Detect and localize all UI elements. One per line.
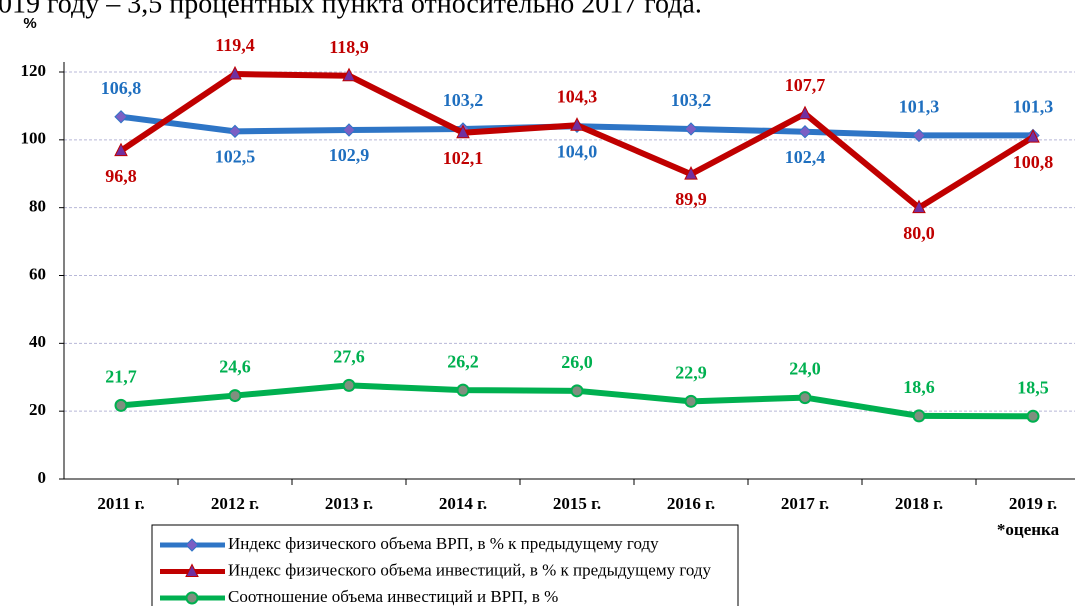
value-label: 22,9 xyxy=(675,362,707,382)
legend-label: Индекс физического объема инвестиций, в … xyxy=(228,560,712,579)
value-label: 24,6 xyxy=(219,357,251,377)
value-label: 26,2 xyxy=(447,351,479,371)
x-tick-label: 2019 г. xyxy=(1009,494,1057,513)
value-label: 21,7 xyxy=(105,367,137,387)
legend-box xyxy=(151,524,739,606)
marker xyxy=(185,538,199,552)
legend-label: Соотношение объема инвестиций и ВРП, в % xyxy=(228,587,558,606)
value-label: 106,8 xyxy=(101,78,142,98)
value-label: 118,9 xyxy=(329,37,369,57)
marker xyxy=(342,378,356,392)
marker xyxy=(912,409,926,423)
caption: 019 году – 3,5 процентных пункта относит… xyxy=(0,0,702,19)
marker xyxy=(912,128,926,143)
marker xyxy=(342,67,356,82)
marker xyxy=(185,591,199,605)
marker xyxy=(798,105,812,120)
x-tick-label: 2014 г. xyxy=(439,494,487,513)
value-label: 102,5 xyxy=(215,146,256,166)
x-tick-label: 2015 г. xyxy=(553,494,601,513)
value-label: 103,2 xyxy=(671,90,712,110)
value-label: 119,4 xyxy=(215,35,255,55)
marker xyxy=(228,65,242,80)
x-tick-label: 2018 г. xyxy=(895,494,943,513)
y-tick-label: 60 xyxy=(29,264,46,283)
y-tick-label: 0 xyxy=(38,468,47,487)
value-label: 26,0 xyxy=(561,352,593,372)
marker xyxy=(1026,129,1040,143)
marker xyxy=(570,117,584,131)
value-label: 102,1 xyxy=(443,148,484,168)
x-tick-label: 2011 г. xyxy=(97,494,144,513)
marker xyxy=(114,398,128,412)
value-label: 100,8 xyxy=(1013,152,1054,172)
marker xyxy=(456,383,470,397)
marker xyxy=(798,391,812,405)
value-label: 104,0 xyxy=(557,141,598,161)
value-label: 96,8 xyxy=(105,166,137,186)
value-label: 18,5 xyxy=(1017,377,1049,397)
marker xyxy=(684,122,698,136)
marker xyxy=(185,563,199,577)
value-label: 18,6 xyxy=(903,377,935,397)
y-axis-label: % xyxy=(23,15,36,32)
value-label: 89,9 xyxy=(675,189,707,209)
marker xyxy=(456,124,470,139)
marker xyxy=(684,165,698,180)
x-tick-label: 2013 г. xyxy=(325,494,373,513)
value-label: 104,3 xyxy=(557,86,598,106)
marker xyxy=(684,394,698,408)
marker xyxy=(798,124,812,139)
x-tick-label: 2012 г. xyxy=(211,494,259,513)
value-label: 102,9 xyxy=(329,145,370,165)
value-label: 107,7 xyxy=(785,75,826,95)
value-label: 101,3 xyxy=(1013,97,1054,117)
y-tick-label: 80 xyxy=(29,197,46,216)
value-label: 80,0 xyxy=(903,223,935,243)
marker xyxy=(228,124,242,139)
y-tick-label: 120 xyxy=(21,61,47,80)
value-label: 101,3 xyxy=(899,97,940,117)
y-tick-label: 20 xyxy=(29,400,46,419)
marker xyxy=(114,110,128,124)
marker xyxy=(912,199,926,214)
y-tick-label: 100 xyxy=(21,129,47,148)
value-label: 102,4 xyxy=(785,147,826,167)
marker xyxy=(570,384,584,398)
x-tick-label: 2016 г. xyxy=(667,494,715,513)
value-label: 24,0 xyxy=(789,359,821,379)
legend-label: Индекс физического объема ВРП, в % к пре… xyxy=(228,534,659,553)
marker xyxy=(114,142,128,157)
y-tick-label: 40 xyxy=(29,332,46,351)
value-label: 103,2 xyxy=(443,90,484,110)
annotation: *оценка xyxy=(997,520,1060,539)
value-label: 27,6 xyxy=(333,347,365,367)
marker xyxy=(342,123,356,137)
x-tick-label: 2017 г. xyxy=(781,494,829,513)
marker xyxy=(1026,409,1040,423)
marker xyxy=(228,389,242,403)
